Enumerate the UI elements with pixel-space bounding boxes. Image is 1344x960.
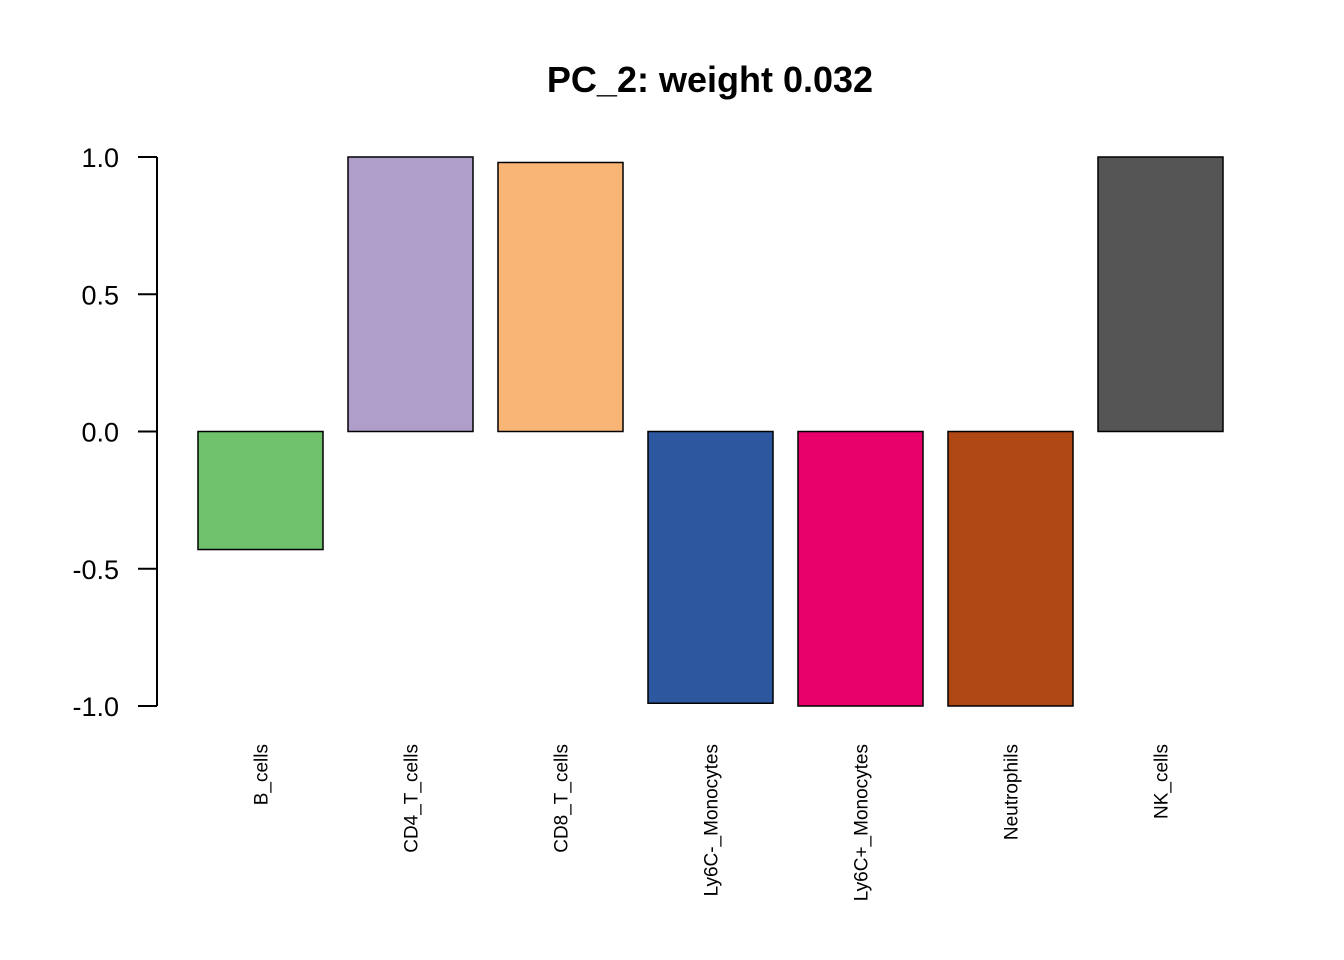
bar-ly6c-monocytes: [647, 430, 774, 705]
x-tick-label: Ly6C-_Monocytes: [702, 744, 723, 896]
x-tick-label: B_cells: [252, 744, 273, 805]
x-tick-label: CD8_T_cells: [552, 744, 573, 853]
y-tick-label: 1.0: [81, 143, 119, 173]
y-axis: -1.0 -0.5 0.0 0.5 1.0: [72, 143, 158, 722]
y-tick-label: 0.5: [81, 280, 119, 310]
x-tick-label: Ly6C+_Monocytes: [852, 744, 873, 901]
bar-ly6c-monocytes: [797, 430, 924, 707]
y-tick-label: -0.5: [72, 555, 119, 585]
x-tick-label: CD4_T_cells: [402, 744, 423, 853]
y-tick-label: -1.0: [72, 692, 119, 722]
x-axis-labels: B_cells CD4_T_cells CD8_T_cells Ly6C-_Monoc…: [252, 744, 1173, 901]
bar-neutrophils: [947, 430, 1074, 707]
chart-title: PC_2: weight 0.032: [547, 59, 873, 100]
bars: [197, 156, 1224, 707]
bar-cd4-t-cells: [347, 156, 474, 433]
x-tick-label: Neutrophils: [1002, 744, 1023, 840]
bar-nk-cells: [1097, 156, 1224, 433]
bar-b-cells: [197, 430, 324, 551]
x-tick-label: NK_cells: [1152, 744, 1173, 819]
y-tick-label: 0.0: [81, 418, 119, 448]
bar-cd8-t-cells: [497, 161, 624, 433]
